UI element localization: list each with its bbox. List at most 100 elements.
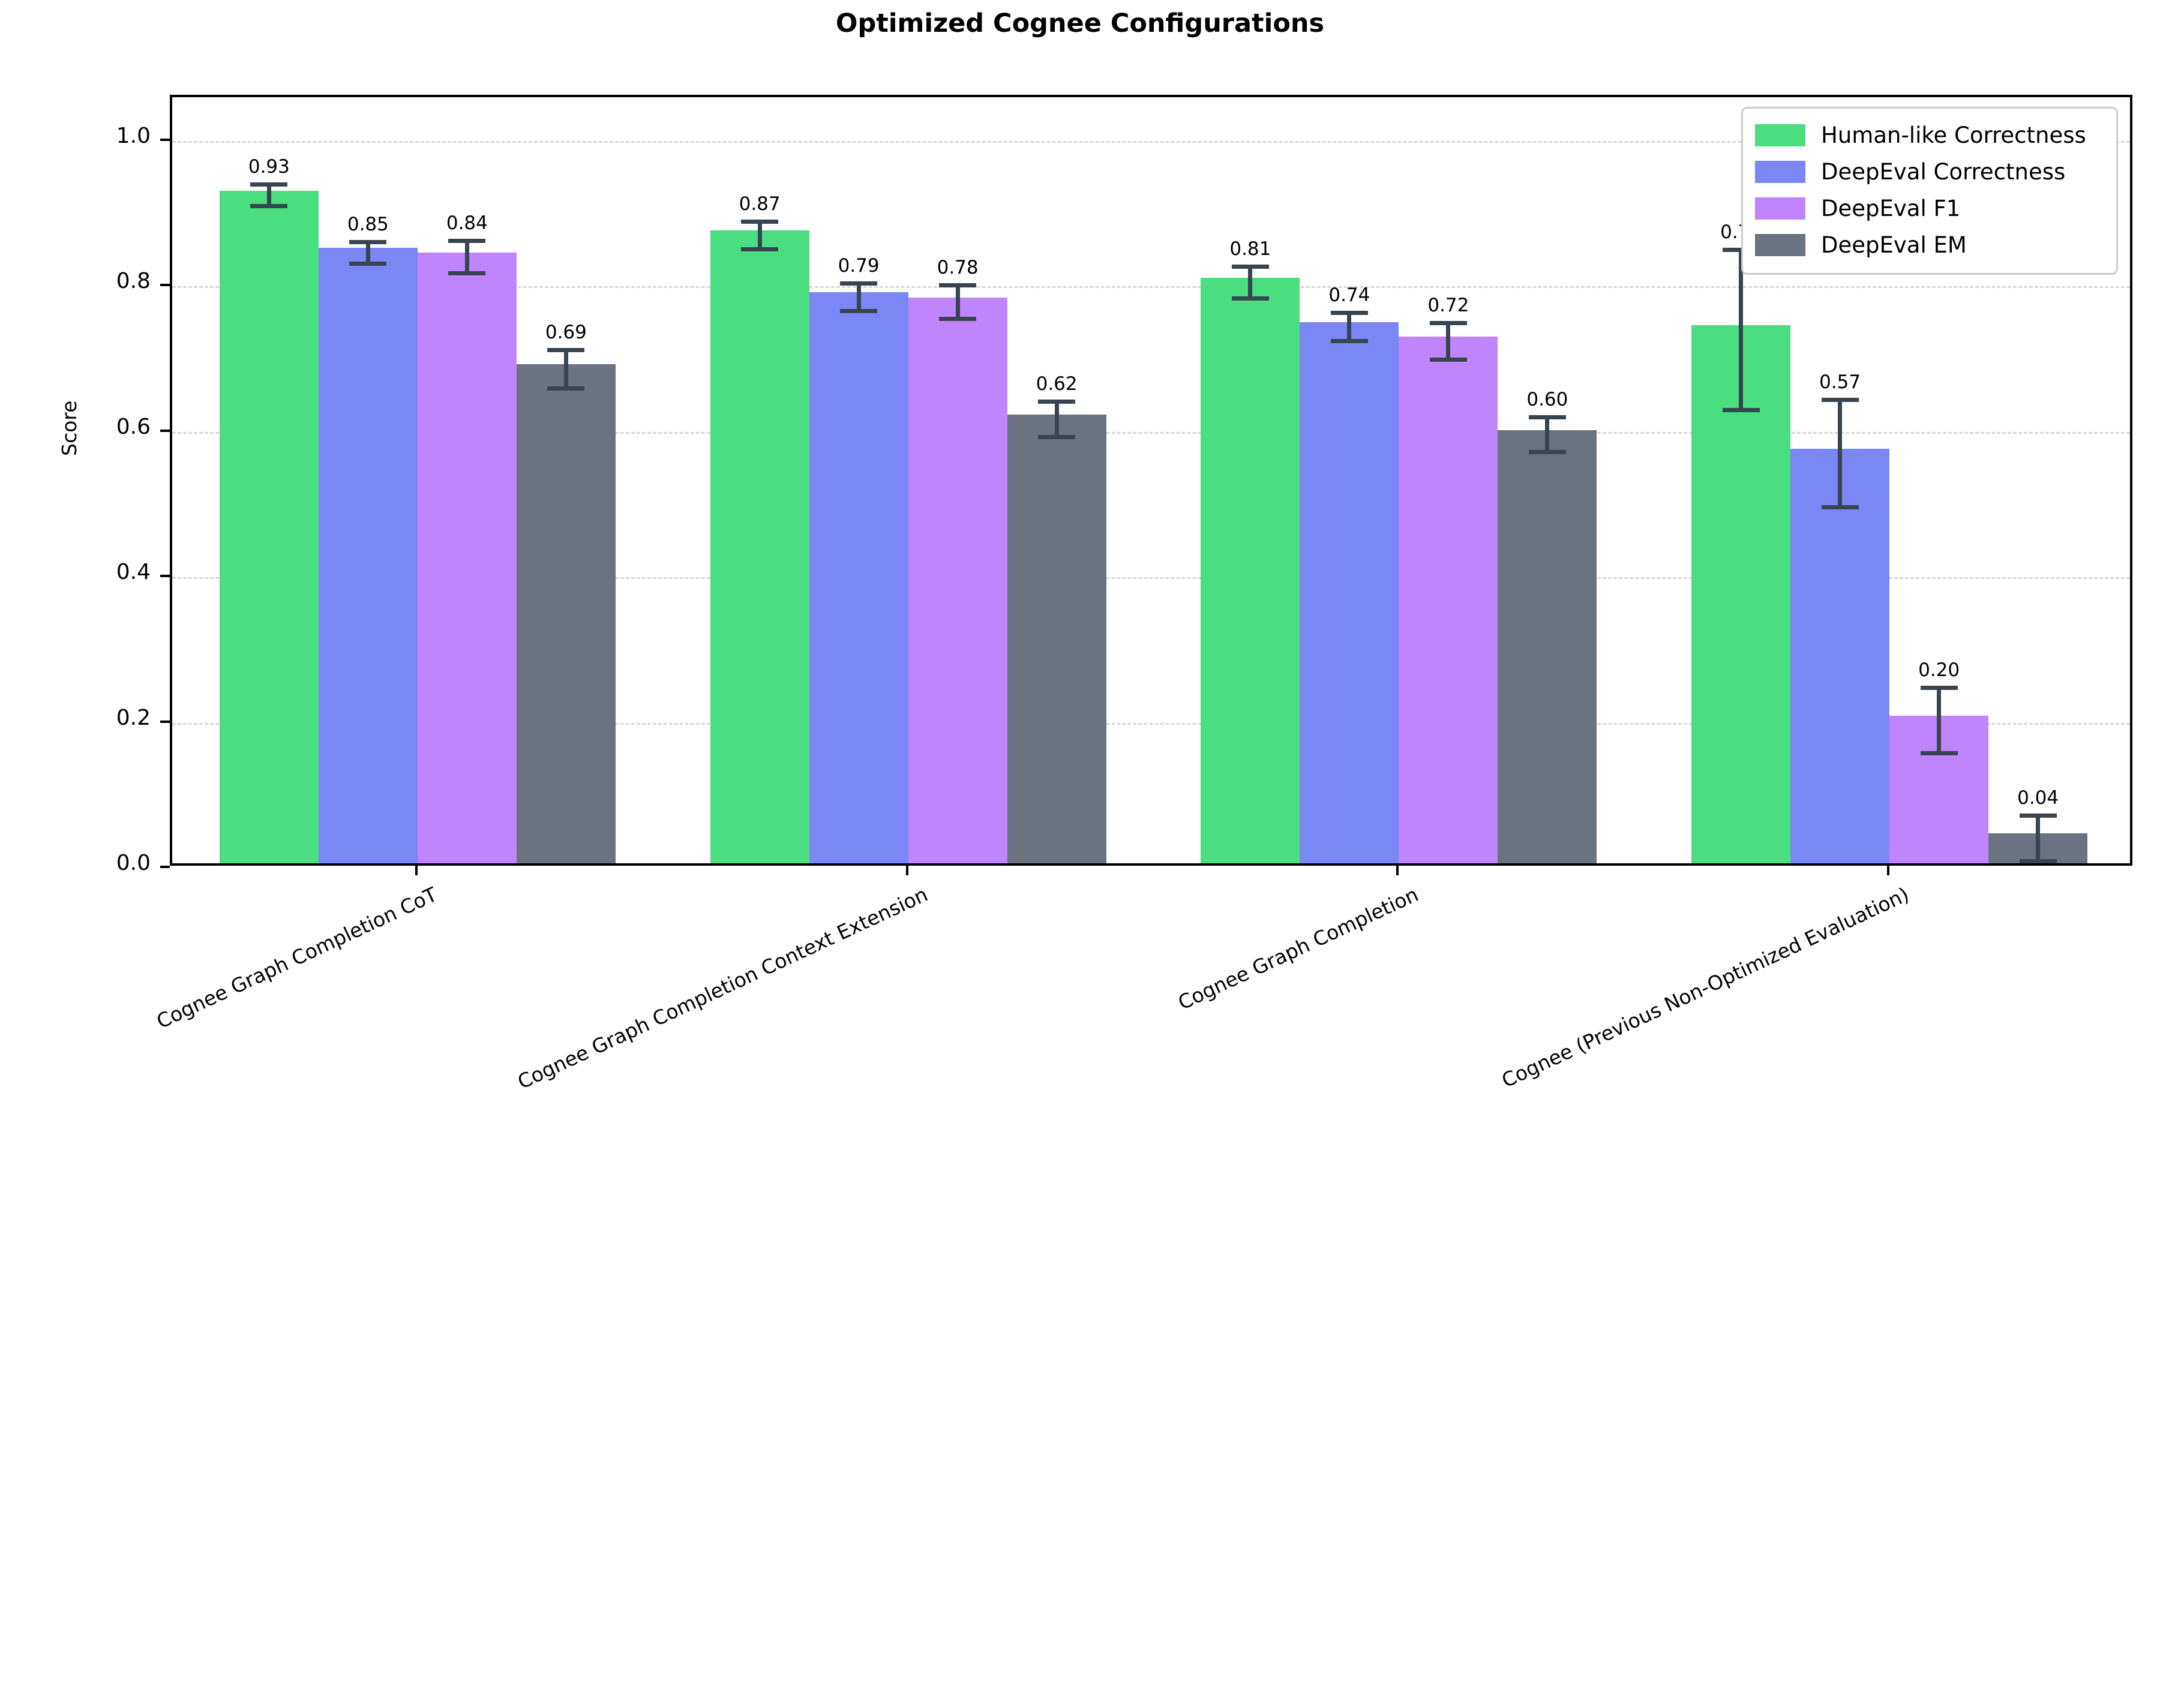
- error-bar-cap-bottom: [1429, 358, 1467, 362]
- bar-value-label: 0.87: [739, 193, 781, 215]
- bar[interactable]: [710, 230, 809, 863]
- error-bar-cap-bottom: [1821, 505, 1859, 510]
- error-bar-cap-top: [1821, 397, 1859, 402]
- gridline: [172, 286, 2130, 289]
- y-tick-label: 0.6: [116, 414, 151, 439]
- error-bar-cap-bottom: [547, 386, 585, 391]
- error-bar-cap-top: [1038, 400, 1076, 404]
- y-tick-label: 1.0: [116, 123, 151, 148]
- error-bar-stem: [757, 219, 762, 251]
- bar[interactable]: [1691, 325, 1791, 863]
- x-tick-mark: [905, 866, 908, 875]
- bar-value-label: 0.81: [1229, 238, 1271, 260]
- bar[interactable]: [1498, 430, 1597, 863]
- bar[interactable]: [1201, 278, 1300, 863]
- legend: Human-like Correctness DeepEval Correctne…: [1741, 107, 2118, 275]
- error-bar-stem: [1248, 264, 1253, 301]
- error-bar-stem: [2036, 814, 2041, 863]
- legend-label: DeepEval Correctness: [1821, 159, 2066, 185]
- legend-swatch-icon: [1755, 197, 1805, 220]
- error-bar-cap-top: [1722, 247, 1760, 252]
- error-bar-stem: [1446, 321, 1451, 362]
- bar-value-label: 0.04: [2017, 787, 2059, 809]
- error-bar-stem: [955, 283, 960, 322]
- bar-value-label: 0.93: [248, 155, 290, 178]
- bar[interactable]: [516, 364, 616, 863]
- legend-item[interactable]: DeepEval Correctness: [1755, 154, 2104, 190]
- y-axis-label: Score: [58, 400, 81, 456]
- gridline: [172, 431, 2130, 434]
- bar-value-label: 0.62: [1036, 373, 1078, 395]
- legend-label: DeepEval F1: [1821, 196, 1961, 221]
- y-tick-label: 0.0: [116, 851, 151, 875]
- error-bar-stem: [1054, 400, 1059, 439]
- bar[interactable]: [1007, 415, 1106, 863]
- error-bar-cap-bottom: [1231, 296, 1269, 301]
- error-bar-stem: [464, 239, 469, 275]
- bar-value-label: 0.74: [1328, 284, 1370, 307]
- legend-label: DeepEval EM: [1821, 232, 1967, 258]
- bar[interactable]: [1300, 322, 1399, 863]
- plot-area: 0.93 0.85 0.84 0.69 0.87 0.79 0.78 0.62 0.81 0.74…: [170, 95, 2132, 866]
- y-tick-label: 0.8: [116, 269, 151, 294]
- bar[interactable]: [318, 248, 418, 863]
- bar[interactable]: [417, 252, 517, 863]
- error-bar-stem: [563, 348, 568, 391]
- error-bar-stem: [365, 239, 370, 266]
- bar[interactable]: [1790, 449, 1890, 863]
- error-bar-cap-bottom: [741, 247, 779, 251]
- bar-value-label: 0.85: [347, 213, 389, 235]
- x-tick-label: Cognee Graph Completion Context Extensio…: [514, 882, 932, 1094]
- bar[interactable]: [908, 297, 1007, 863]
- error-bar-cap-top: [1429, 321, 1467, 326]
- gridline: [172, 577, 2130, 580]
- error-bar-cap-bottom: [448, 271, 486, 275]
- bar-value-label: 0.69: [545, 322, 587, 344]
- bar-value-label: 0.84: [446, 212, 488, 235]
- x-tick-mark: [1887, 866, 1890, 875]
- error-bar-cap-top: [1920, 685, 1958, 690]
- error-bar-cap-top: [840, 281, 878, 286]
- legend-item[interactable]: Human-like Correctness: [1755, 117, 2104, 154]
- error-bar-cap-top: [2019, 814, 2057, 818]
- y-tick-mark: [160, 866, 170, 868]
- bar[interactable]: [1399, 337, 1498, 863]
- error-bar-cap-top: [1231, 264, 1269, 269]
- legend-item[interactable]: DeepEval F1: [1755, 190, 2104, 227]
- chart-figure: Optimized Cognee Configurations Score 0.…: [58, 8, 2132, 1094]
- gridlines: [172, 97, 2130, 863]
- error-bar-stem: [856, 281, 861, 314]
- bar-value-label: 0.60: [1526, 388, 1568, 410]
- error-bar-cap-bottom: [1920, 751, 1958, 756]
- y-tick-label: 0.2: [116, 705, 151, 730]
- error-bar-cap-top: [741, 219, 779, 224]
- error-bar-stem: [1545, 415, 1550, 455]
- y-tick-label: 0.4: [116, 560, 151, 585]
- error-bar-cap-bottom: [1722, 407, 1760, 412]
- error-bar-cap-bottom: [2019, 858, 2057, 863]
- bar-value-label: 0.79: [838, 254, 880, 277]
- bar[interactable]: [219, 190, 319, 863]
- x-tick-mark: [1396, 866, 1399, 875]
- legend-swatch-icon: [1755, 124, 1805, 146]
- legend-item[interactable]: DeepEval EM: [1755, 227, 2104, 263]
- error-bar-cap-top: [349, 239, 387, 244]
- y-tick-mark: [160, 284, 170, 287]
- gridline: [172, 722, 2130, 725]
- x-tick-label: Cognee (Previous Non-Optimized Evaluatio…: [1498, 882, 1913, 1092]
- bar-value-label: 0.57: [1819, 371, 1861, 393]
- y-tick-mark: [160, 429, 170, 432]
- legend-label: Human-like Correctness: [1821, 122, 2086, 148]
- x-tick-mark: [415, 866, 418, 875]
- bar[interactable]: [809, 292, 908, 863]
- bar-value-label: 0.72: [1427, 295, 1469, 317]
- error-bar-cap-bottom: [349, 262, 387, 266]
- page-title: Optimized Cognee Configurations: [835, 8, 1325, 38]
- gridline: [172, 140, 2130, 143]
- error-bar-stem: [266, 182, 271, 209]
- error-bar-cap-top: [1330, 311, 1368, 316]
- error-bar-cap-top: [547, 348, 585, 353]
- legend-swatch-icon: [1755, 234, 1805, 256]
- error-bar-cap-top: [939, 283, 977, 288]
- error-bar-stem: [1347, 311, 1352, 343]
